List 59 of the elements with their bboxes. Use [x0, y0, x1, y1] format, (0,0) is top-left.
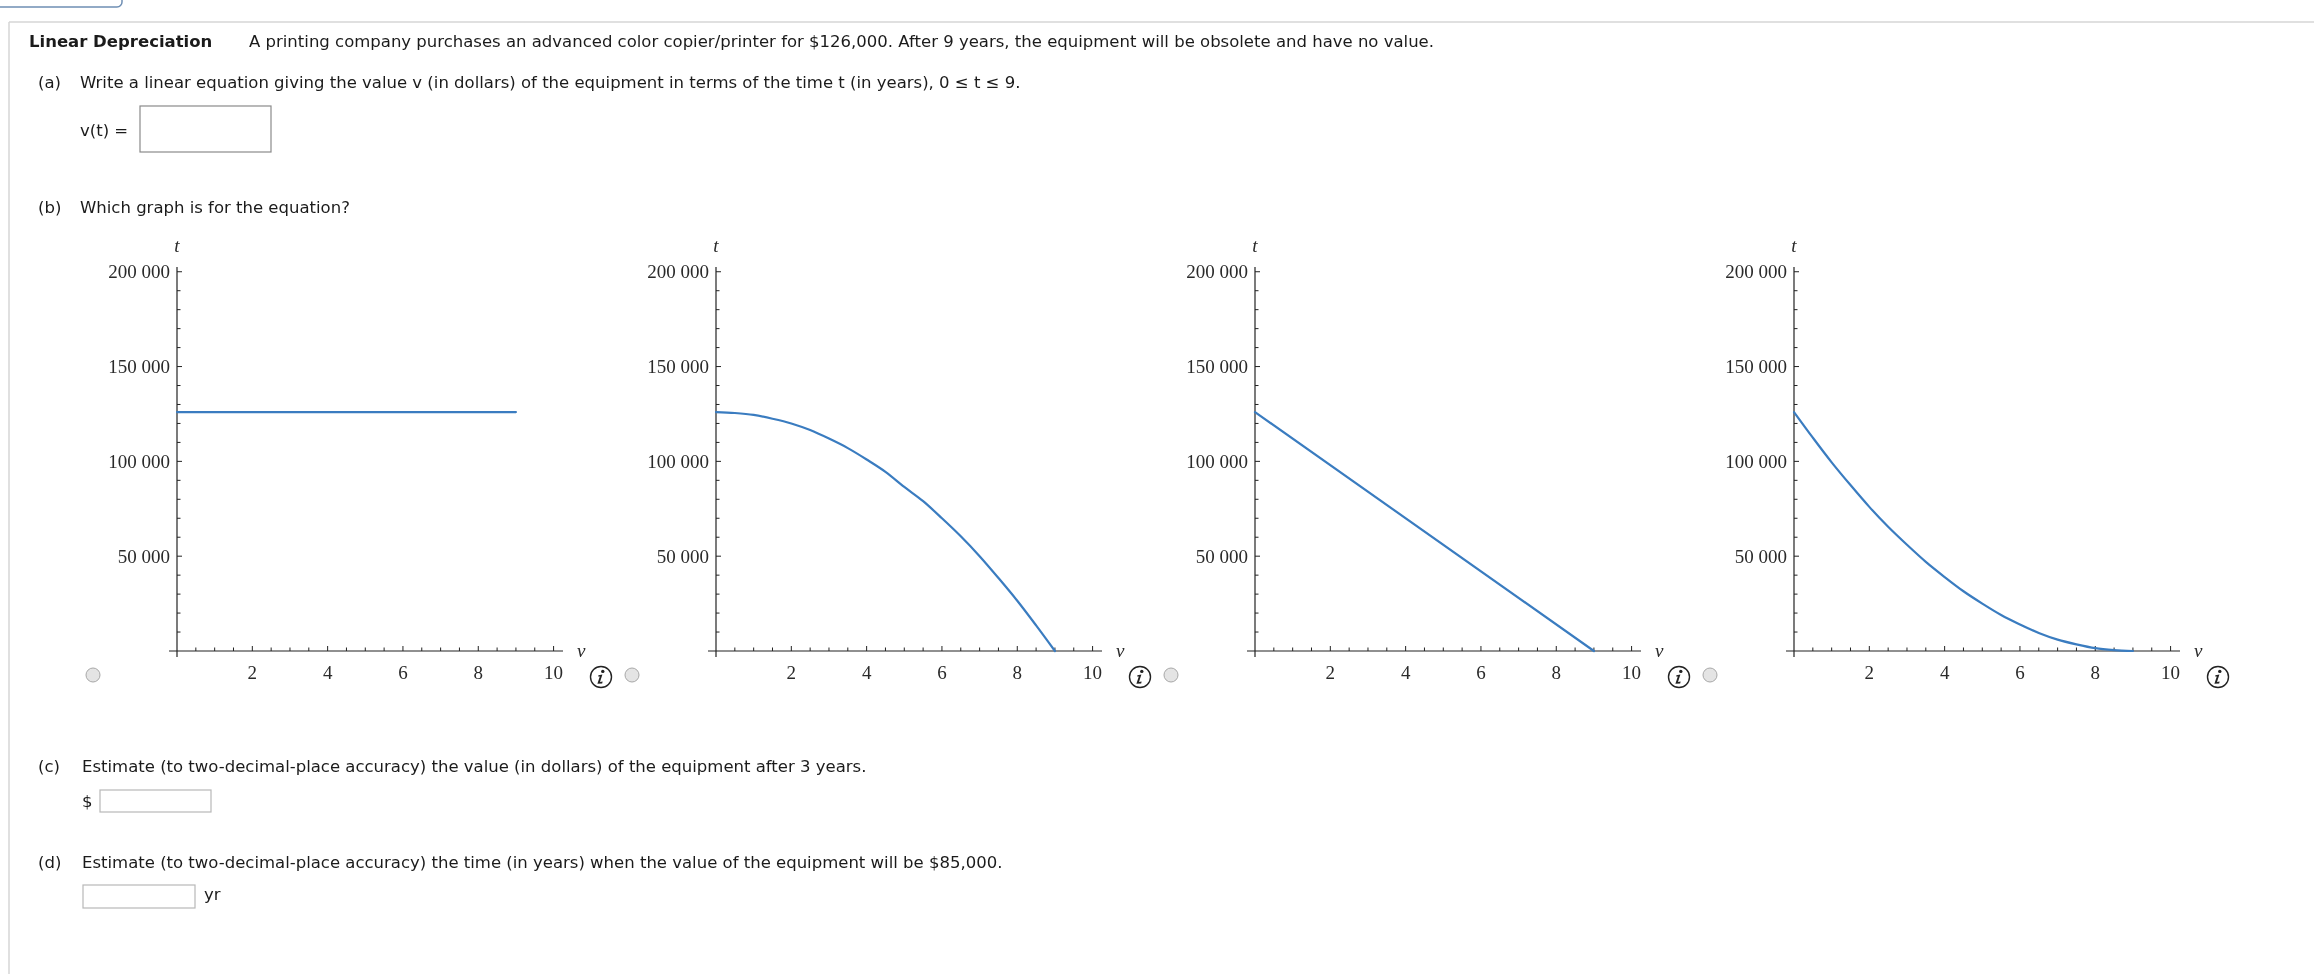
y-tick-label: 50 000	[656, 545, 709, 567]
x-tick-label: 4	[861, 662, 872, 683]
x-tick-label: 4	[322, 662, 333, 683]
x-tick-label: 10	[2161, 662, 2181, 683]
text: Write a linear equation giving the value v (in dollars) of the equipment in terms of the time t (in years), 0 ≤ t ≤ 9.	[80, 73, 1021, 92]
x-tick-label: 6	[398, 662, 408, 683]
x-tick-label: 6	[2015, 662, 2025, 683]
y-tick-label: 200 000	[1186, 261, 1248, 283]
x-axis-title: v	[1655, 639, 1664, 661]
y-axis-title: t	[1252, 234, 1259, 256]
y-axis-title: t	[1791, 234, 1798, 256]
text: (a)	[38, 73, 61, 92]
x-tick-label: 4	[1400, 662, 1411, 683]
y-axis-title: t	[713, 234, 720, 256]
x-tick-label: 6	[1476, 662, 1486, 683]
y-tick-label: 100 000	[1725, 451, 1787, 473]
x-tick-label: 6	[937, 662, 947, 683]
x-axis-title: v	[577, 639, 586, 661]
x-tick-label: 2	[1864, 662, 1875, 683]
y-tick-label: 100 000	[108, 451, 170, 473]
x-tick-label: 10	[1083, 662, 1103, 683]
y-axis-title: t	[174, 234, 181, 256]
text: (d)	[38, 853, 62, 872]
x-axis-title: v	[1116, 639, 1125, 661]
y-tick-label: 200 000	[1725, 261, 1787, 283]
text: A printing company purchases an advanced color copier/printer for $126,000. After 9 years, the equipment will be obsolete and have no value.	[249, 32, 1435, 51]
y-tick-label: 150 000	[108, 356, 170, 378]
x-tick-label: 4	[1939, 662, 1950, 683]
y-tick-label: 50 000	[117, 545, 170, 567]
x-tick-label: 2	[786, 662, 797, 683]
text: Which graph is for the equation?	[80, 198, 350, 217]
x-tick-label: 8	[473, 662, 484, 683]
y-tick-label: 100 000	[1186, 451, 1248, 473]
x-tick-label: 8	[1551, 662, 1562, 683]
y-tick-label: 150 000	[1725, 356, 1787, 378]
y-tick-label: 50 000	[1734, 545, 1787, 567]
x-tick-label: 10	[544, 662, 564, 683]
y-tick-label: 200 000	[647, 261, 709, 283]
x-axis-title: v	[2194, 639, 2203, 661]
line-series	[1792, 410, 2135, 653]
y-tick-label: 150 000	[647, 356, 709, 378]
y-tick-label: 150 000	[1186, 356, 1248, 378]
text: (b)	[38, 198, 62, 217]
x-tick-label: 8	[2090, 662, 2101, 683]
x-tick-label: 10	[1622, 662, 1642, 683]
text: Linear Depreciation	[29, 32, 213, 51]
text: $	[82, 792, 93, 811]
y-tick-label: 50 000	[1195, 545, 1248, 567]
x-tick-label: 8	[1012, 662, 1023, 683]
y-tick-label: 100 000	[647, 451, 709, 473]
text: yr	[204, 885, 221, 904]
y-tick-label: 200 000	[108, 261, 170, 283]
text: v(t) =	[80, 121, 129, 140]
x-tick-label: 2	[1325, 662, 1336, 683]
text: Estimate (to two-decimal-place accuracy) the value (in dollars) of the equipment after 3 years.	[82, 757, 867, 776]
text: Estimate (to two-decimal-place accuracy) the time (in years) when the value of the equipment will be $85,000.	[82, 853, 1003, 872]
text: (c)	[38, 757, 60, 776]
x-tick-label: 2	[247, 662, 258, 683]
line-series	[714, 410, 1057, 653]
